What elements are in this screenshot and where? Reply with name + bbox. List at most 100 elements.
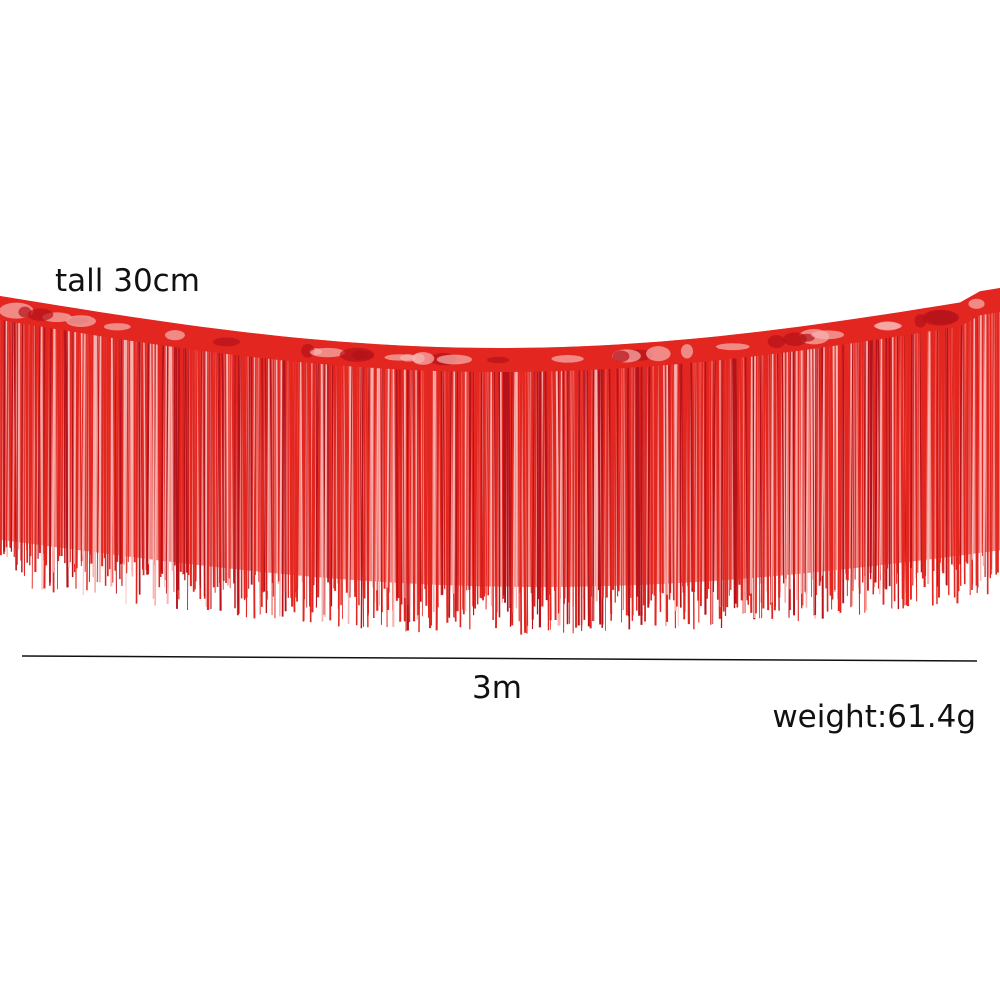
fringe-strand xyxy=(693,358,697,592)
fringe-strand xyxy=(549,367,553,630)
fringe-strand xyxy=(762,351,766,609)
fringe-strand xyxy=(438,367,443,596)
fringe-strand xyxy=(448,367,452,618)
fringe-strand xyxy=(482,367,486,601)
fringe-strand xyxy=(222,349,225,590)
fringe-strand xyxy=(621,364,623,623)
fringe-strand xyxy=(902,331,907,606)
foil-reflection xyxy=(412,353,425,364)
fringe-strand xyxy=(812,344,815,616)
fringe-strand xyxy=(647,362,651,608)
fringe-strand xyxy=(757,351,761,619)
fringe-strand xyxy=(712,356,717,592)
fringe-strand xyxy=(568,366,571,603)
fringe-strand xyxy=(886,333,889,569)
foil-reflection xyxy=(164,330,185,341)
fringe-strand xyxy=(504,367,507,603)
fringe-strand xyxy=(529,367,532,594)
fringe-strand xyxy=(736,353,741,608)
fringe-strand xyxy=(110,333,114,587)
fringe-strand xyxy=(184,344,188,573)
fringe-strand xyxy=(199,346,203,588)
fringe-strand xyxy=(291,357,296,613)
fringe-strand xyxy=(592,365,595,622)
fringe-strand xyxy=(644,362,648,622)
fringe-strand xyxy=(583,366,587,599)
fringe-strand xyxy=(172,342,175,592)
fringe-strand xyxy=(313,359,316,586)
fringe-strand xyxy=(395,365,399,598)
fringe-strand xyxy=(895,332,898,584)
fringe-strand xyxy=(330,360,334,607)
fringe-strand xyxy=(626,363,630,617)
fringe-strand xyxy=(252,353,255,577)
fringe-top-band xyxy=(0,288,1000,372)
fringe-strand xyxy=(55,325,58,590)
fringe-strand xyxy=(864,337,867,613)
fringe-strand xyxy=(966,313,969,564)
fringe-strand xyxy=(175,343,178,609)
fringe-strand xyxy=(173,343,176,566)
fringe-strand xyxy=(624,363,628,616)
fringe-strand xyxy=(805,345,809,608)
fringe-strand xyxy=(683,359,688,613)
fringe-strand xyxy=(388,364,392,593)
fringe-strand xyxy=(45,323,50,566)
foil-reflection xyxy=(968,298,985,309)
fringe-strand xyxy=(117,334,121,580)
fringe-strand xyxy=(403,365,407,598)
length-label: 3m xyxy=(472,670,522,706)
fringe-strand xyxy=(259,353,263,607)
fringe-strand xyxy=(605,365,607,631)
fringe-strand xyxy=(935,326,938,605)
fringe-strand xyxy=(86,330,89,591)
fringe-strand xyxy=(663,361,667,627)
fringe-strand xyxy=(103,332,106,559)
fringe-strand xyxy=(912,329,915,586)
fringe-strand xyxy=(380,364,383,625)
fringe-strand xyxy=(858,338,862,588)
foil-reflection xyxy=(680,344,694,359)
foil-reflection xyxy=(612,350,630,363)
fringe-strand xyxy=(183,344,186,581)
fringe-strand xyxy=(416,366,420,616)
fringe-strand xyxy=(13,318,17,558)
fringe-strand xyxy=(690,358,694,592)
fringe-strand xyxy=(10,318,14,552)
fringe-strand xyxy=(755,351,758,614)
fringe-strand xyxy=(341,361,345,619)
fringe-strand xyxy=(890,333,893,609)
fringe-strand xyxy=(781,348,785,584)
fringe-strand xyxy=(112,334,117,571)
fringe-strand xyxy=(759,351,763,584)
fringe-strand xyxy=(160,341,165,573)
foil-reflection xyxy=(487,356,510,364)
fringe-strand xyxy=(141,338,145,576)
fringe-strand xyxy=(509,367,513,627)
fringe-strand xyxy=(987,309,990,577)
fringe-strand xyxy=(323,360,326,615)
foil-reflection xyxy=(301,344,315,358)
fringe-strand xyxy=(63,326,66,564)
fringe-strand xyxy=(637,363,641,616)
fringe-strand xyxy=(837,341,841,611)
fringe-strand xyxy=(814,344,817,616)
fringe-strand xyxy=(696,358,700,601)
fringe-strand xyxy=(397,365,400,599)
fringe-strand xyxy=(769,350,772,605)
foil-reflection xyxy=(339,347,375,362)
fringe-strand xyxy=(537,367,540,600)
fringe-strand xyxy=(59,325,62,557)
fringe-strand xyxy=(215,348,219,587)
fringe-strand xyxy=(818,343,822,586)
fringe-strand xyxy=(809,345,812,597)
fringe-strand xyxy=(900,331,903,600)
fringe-strand xyxy=(311,359,315,613)
fringe-strand xyxy=(383,364,386,589)
fringe-strand xyxy=(435,367,440,631)
fringe-strand xyxy=(610,364,614,602)
fringe-strand xyxy=(676,360,680,607)
fringe-strand xyxy=(208,347,211,610)
fringe-strand xyxy=(373,364,376,618)
fringe-strand xyxy=(349,362,353,598)
